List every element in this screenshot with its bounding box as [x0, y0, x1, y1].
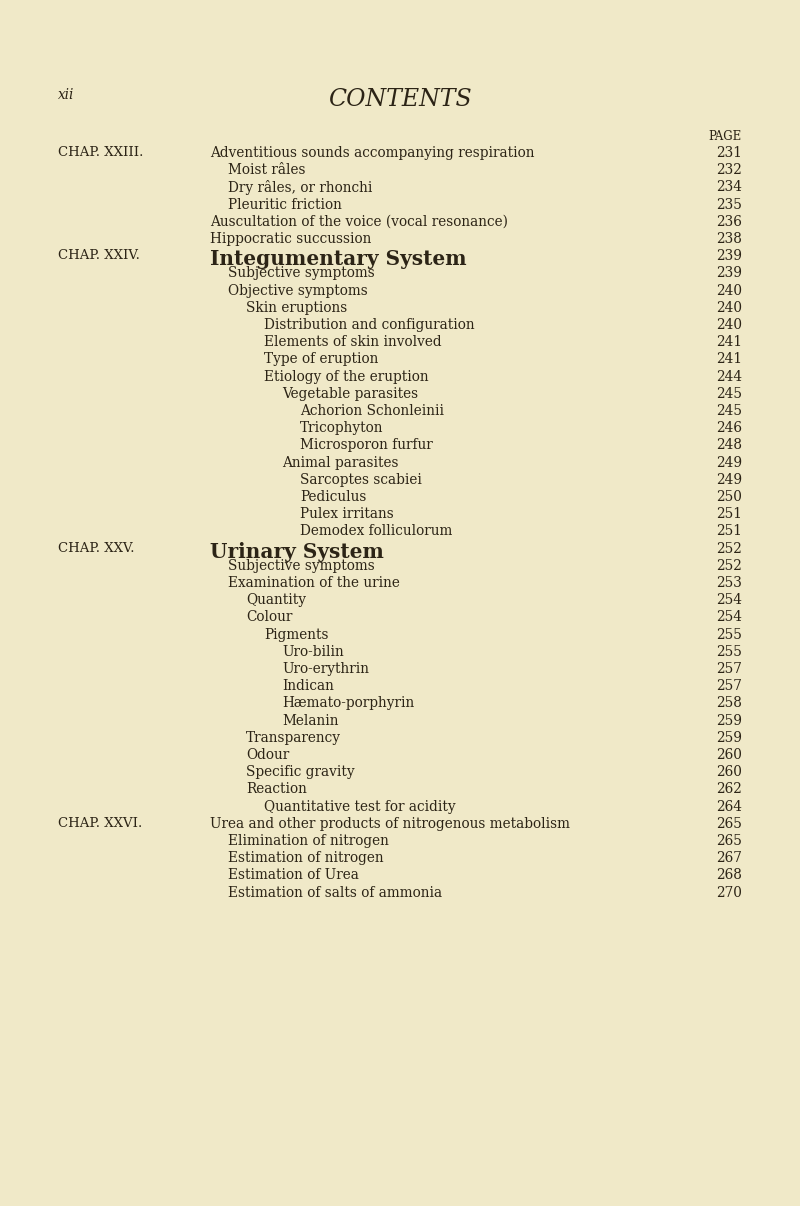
Text: 267: 267	[716, 851, 742, 865]
Text: 260: 260	[716, 748, 742, 762]
Text: Distribution and configuration: Distribution and configuration	[264, 318, 474, 332]
Text: 246: 246	[716, 421, 742, 435]
Text: 244: 244	[716, 369, 742, 384]
Text: Hippocratic succussion: Hippocratic succussion	[210, 232, 371, 246]
Text: Uro-erythrin: Uro-erythrin	[282, 662, 369, 677]
Text: Indican: Indican	[282, 679, 334, 693]
Text: Estimation of Urea: Estimation of Urea	[228, 868, 359, 883]
Text: Reaction: Reaction	[246, 783, 307, 796]
Text: 240: 240	[716, 283, 742, 298]
Text: 241: 241	[716, 352, 742, 367]
Text: 248: 248	[716, 439, 742, 452]
Text: 231: 231	[716, 146, 742, 160]
Text: Microsporon furfur: Microsporon furfur	[300, 439, 433, 452]
Text: Pediculus: Pediculus	[300, 490, 366, 504]
Text: Achorion Schonleinii: Achorion Schonleinii	[300, 404, 444, 418]
Text: Moist râles: Moist râles	[228, 163, 306, 177]
Text: 254: 254	[716, 610, 742, 625]
Text: 265: 265	[716, 816, 742, 831]
Text: Transparency: Transparency	[246, 731, 341, 745]
Text: 235: 235	[716, 198, 742, 211]
Text: 239: 239	[716, 267, 742, 281]
Text: 251: 251	[716, 525, 742, 538]
Text: 245: 245	[716, 404, 742, 418]
Text: Colour: Colour	[246, 610, 292, 625]
Text: Dry râles, or rhonchi: Dry râles, or rhonchi	[228, 181, 372, 195]
Text: CHAP. XXIII.: CHAP. XXIII.	[58, 146, 143, 159]
Text: Specific gravity: Specific gravity	[246, 765, 354, 779]
Text: 240: 240	[716, 300, 742, 315]
Text: 260: 260	[716, 765, 742, 779]
Text: 258: 258	[716, 696, 742, 710]
Text: 238: 238	[716, 232, 742, 246]
Text: CHAP. XXV.: CHAP. XXV.	[58, 541, 134, 555]
Text: Urinary System: Urinary System	[210, 541, 384, 562]
Text: 259: 259	[716, 714, 742, 727]
Text: Objective symptoms: Objective symptoms	[228, 283, 368, 298]
Text: Pleuritic friction: Pleuritic friction	[228, 198, 342, 211]
Text: Pigments: Pigments	[264, 627, 329, 642]
Text: 259: 259	[716, 731, 742, 745]
Text: Melanin: Melanin	[282, 714, 338, 727]
Text: Pulex irritans: Pulex irritans	[300, 508, 394, 521]
Text: xii: xii	[58, 88, 74, 103]
Text: 245: 245	[716, 387, 742, 400]
Text: 241: 241	[716, 335, 742, 350]
Text: PAGE: PAGE	[709, 130, 742, 144]
Text: CONTENTS: CONTENTS	[328, 88, 472, 111]
Text: CHAP. XXIV.: CHAP. XXIV.	[58, 250, 140, 262]
Text: 252: 252	[716, 541, 742, 556]
Text: 249: 249	[716, 456, 742, 469]
Text: Animal parasites: Animal parasites	[282, 456, 398, 469]
Text: Subjective symptoms: Subjective symptoms	[228, 267, 374, 281]
Text: CHAP. XXVI.: CHAP. XXVI.	[58, 816, 142, 830]
Text: Elements of skin involved: Elements of skin involved	[264, 335, 442, 350]
Text: 240: 240	[716, 318, 742, 332]
Text: Hæmato-porphyrin: Hæmato-porphyrin	[282, 696, 414, 710]
Text: Subjective symptoms: Subjective symptoms	[228, 558, 374, 573]
Text: 255: 255	[716, 627, 742, 642]
Text: 239: 239	[716, 250, 742, 263]
Text: Examination of the urine: Examination of the urine	[228, 576, 400, 590]
Text: 264: 264	[716, 800, 742, 814]
Text: 249: 249	[716, 473, 742, 487]
Text: Auscultation of the voice (vocal resonance): Auscultation of the voice (vocal resonan…	[210, 215, 508, 229]
Text: Elimination of nitrogen: Elimination of nitrogen	[228, 835, 389, 848]
Text: Odour: Odour	[246, 748, 290, 762]
Text: 251: 251	[716, 508, 742, 521]
Text: Estimation of nitrogen: Estimation of nitrogen	[228, 851, 384, 865]
Text: 265: 265	[716, 835, 742, 848]
Text: 255: 255	[716, 645, 742, 658]
Text: 262: 262	[716, 783, 742, 796]
Text: Demodex folliculorum: Demodex folliculorum	[300, 525, 452, 538]
Text: Tricophyton: Tricophyton	[300, 421, 383, 435]
Text: 232: 232	[716, 163, 742, 177]
Text: 254: 254	[716, 593, 742, 607]
Text: Type of eruption: Type of eruption	[264, 352, 378, 367]
Text: 253: 253	[716, 576, 742, 590]
Text: 268: 268	[716, 868, 742, 883]
Text: Etiology of the eruption: Etiology of the eruption	[264, 369, 429, 384]
Text: 234: 234	[716, 181, 742, 194]
Text: Uro-bilin: Uro-bilin	[282, 645, 344, 658]
Text: Quantity: Quantity	[246, 593, 306, 607]
Text: Adventitious sounds accompanying respiration: Adventitious sounds accompanying respira…	[210, 146, 534, 160]
Text: Integumentary System: Integumentary System	[210, 250, 466, 269]
Text: Estimation of salts of ammonia: Estimation of salts of ammonia	[228, 885, 442, 900]
Text: Skin eruptions: Skin eruptions	[246, 300, 347, 315]
Text: 257: 257	[716, 679, 742, 693]
Text: Sarcoptes scabiei: Sarcoptes scabiei	[300, 473, 422, 487]
Text: Vegetable parasites: Vegetable parasites	[282, 387, 418, 400]
Text: Urea and other products of nitrogenous metabolism: Urea and other products of nitrogenous m…	[210, 816, 570, 831]
Text: Quantitative test for acidity: Quantitative test for acidity	[264, 800, 456, 814]
Text: 270: 270	[716, 885, 742, 900]
Text: 252: 252	[716, 558, 742, 573]
Text: 257: 257	[716, 662, 742, 677]
Text: 250: 250	[716, 490, 742, 504]
Text: 236: 236	[716, 215, 742, 229]
